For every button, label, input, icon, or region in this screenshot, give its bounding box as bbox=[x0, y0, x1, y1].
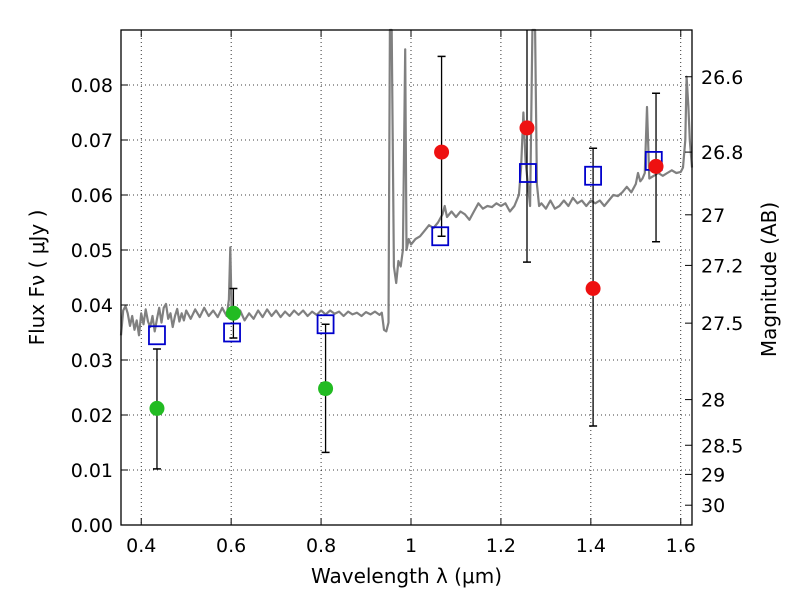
y-tick-label: 0.08 bbox=[71, 75, 113, 97]
y-tick-label: 0.03 bbox=[71, 350, 113, 372]
magnitude-tick-label: 27.2 bbox=[701, 255, 743, 277]
model-square-marker bbox=[431, 226, 450, 247]
error-bars bbox=[152, 30, 661, 470]
x-tick-label: 0.8 bbox=[306, 535, 336, 557]
x-tick-labels: 0.4 0.6 0.8 1 1.2 1.4 1.6 bbox=[126, 535, 696, 557]
magnitude-tick-label: 28 bbox=[701, 390, 725, 412]
y-tick-label: 0.04 bbox=[71, 295, 113, 317]
model-square-marker bbox=[584, 165, 602, 186]
green-point bbox=[225, 305, 241, 321]
magnitude-tick-label: 26.6 bbox=[701, 67, 743, 89]
x-tick-label: 0.6 bbox=[216, 535, 246, 557]
y2-axis-label: Magnitude (AB) bbox=[757, 202, 781, 357]
spectrum-line bbox=[119, 28, 694, 337]
green-point bbox=[318, 381, 334, 397]
plot-frame bbox=[120, 29, 693, 526]
y-tick-label: 0.05 bbox=[71, 240, 113, 262]
red-point bbox=[519, 120, 535, 136]
model-square-series bbox=[148, 150, 663, 346]
measured-point-series bbox=[149, 120, 664, 416]
x-tick-label: 1.2 bbox=[486, 535, 516, 557]
red-point bbox=[585, 281, 601, 296]
magnitude-tick-label: 30 bbox=[701, 495, 725, 517]
model-square-marker bbox=[223, 322, 241, 343]
grid bbox=[121, 30, 692, 526]
y-tick-label: 0.00 bbox=[71, 515, 113, 537]
red-point bbox=[648, 158, 664, 174]
red-point bbox=[434, 144, 450, 160]
y-tick-label: 0.01 bbox=[71, 460, 113, 482]
y-axis-label: Flux Fν ( μJy ) bbox=[25, 210, 49, 346]
y-tick-label: 0.07 bbox=[71, 130, 113, 152]
y-tick-label: 0.06 bbox=[71, 185, 113, 207]
y-tick-label: 0.02 bbox=[71, 405, 113, 427]
model-square-marker bbox=[518, 163, 537, 183]
x-tick-label: 1.4 bbox=[576, 535, 606, 557]
magnitude-tick-label: 29 bbox=[701, 464, 725, 486]
axis-ticks bbox=[121, 30, 692, 526]
green-point bbox=[149, 400, 165, 416]
model-square-marker bbox=[148, 325, 166, 346]
magnitude-tick-labels: 26.6 26.8 27 27.2 27.5 28 28.5 29 30 bbox=[701, 67, 743, 517]
spectrum-series bbox=[119, 28, 694, 337]
magnitude-tick-label: 28.5 bbox=[701, 435, 743, 457]
magnitude-tick-label: 27.5 bbox=[701, 313, 743, 335]
x-tick-label: 1.6 bbox=[666, 535, 696, 557]
x-axis-label: Wavelength λ (μm) bbox=[311, 564, 502, 588]
x-tick-label: 0.4 bbox=[126, 535, 156, 557]
x-tick-label: 1 bbox=[405, 535, 417, 557]
magnitude-tick-label: 26.8 bbox=[701, 142, 743, 164]
magnitude-tick-label: 27 bbox=[701, 205, 725, 227]
y-tick-labels: 0.00 0.01 0.02 0.03 0.04 0.05 0.06 0.07 0.08 bbox=[71, 75, 113, 537]
model-square-marker bbox=[316, 314, 335, 335]
